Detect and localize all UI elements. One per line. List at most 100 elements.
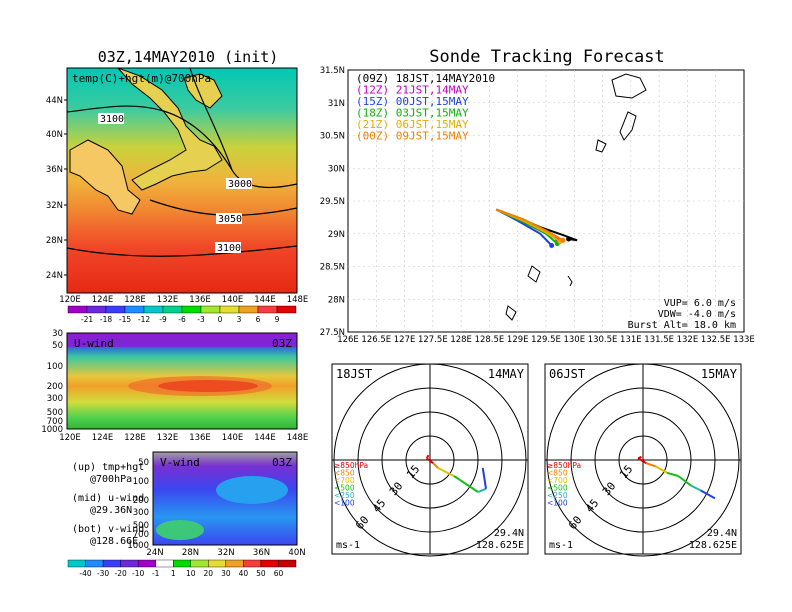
hodograph-lon: 128.625E [476,540,524,551]
pressure-legend-entry: <250 [334,491,355,500]
temp-colorbar-label: -3 [197,315,205,324]
uwind-p-tick: 300 [47,394,63,404]
uwind-lon-tick: 128E [124,433,146,443]
wind-colorbar-label: -20 [114,569,126,578]
temp-map: 3100 3000 3050 3100 temp(C)+hgt(m)@700hP… [46,67,308,305]
track-series-line [495,208,564,242]
track-legend: (09Z) 18JST,14MAY2010(12Z) 21JST,14MAY(1… [356,72,495,143]
hodograph-segment [426,457,434,465]
track-legend-entry: (18Z) 03JST,15MAY [356,107,469,120]
temp-colorbar-cell [200,305,221,314]
uwind-time: 03Z [272,337,292,350]
hodograph-segment [677,475,692,487]
map-lon-ticks: 120E 124E 128E 132E 136E 140E 144E 148E [59,295,308,305]
pressure-legend-entry: <700 [334,476,355,485]
track-legend-entry: (12Z) 21JST,14MAY [356,84,469,97]
map-lon-tick: 132E [157,295,179,305]
uwind-top-band [67,333,297,347]
track-lon-tick: 126.5E [361,335,391,345]
temp-colorbar-cell [276,305,297,314]
contour-label-bg [216,213,242,224]
temp-colorbar-cell [219,305,240,314]
map-field-label: temp(C)+hgt(m)@700hPa [72,72,211,85]
island-yakushima [619,111,637,141]
contour-3100-south [66,245,298,257]
wind-colorbar-label: -1 [152,569,160,578]
temp-colorbar-label: 9 [275,315,280,324]
vwind-lat-tick: 40N [288,548,305,558]
wind-colorbar-cell [102,559,121,568]
temp-colorbar-cell [238,305,259,314]
wind-colorbar-cell [225,559,244,568]
temp-colorbar-label: -21 [81,315,93,324]
track-map: (09Z) 18JST,14MAY2010(12Z) 21JST,14MAY(1… [320,66,755,345]
track-lat-tick: 31.5N [320,66,345,76]
island-south [505,305,517,321]
note-up-line2: @700hPa [90,474,132,485]
map-lon-tick: 124E [92,295,114,305]
wind-colorbar-cell [85,559,104,568]
wind-colorbar-cell [120,559,139,568]
hodograph-segment [637,457,647,465]
hodograph-segment [425,454,430,459]
param-vdw: VDW= -4.0 m/s [658,309,736,320]
pressure-legend-entry: ≥850hPa [547,461,581,470]
track-end-point [549,243,555,249]
temp-colorbar-label: -12 [138,315,150,324]
temp-colorbar-label: -6 [178,315,186,324]
track-lon-tick: 128E [450,335,472,345]
track-lon-tick: 132E [677,335,699,345]
pressure-legend-entry: <850 [334,469,355,478]
note-bot-line1: (bot) v-wind [72,524,144,535]
wind-colorbar: -40 -30 -20 -10 -1 1 10 20 30 40 50 60 [67,559,297,578]
map-lat-ticks: 44N 40N 36N 32N 28N 24N [46,96,67,281]
uwind-lon-ticks: 120E 124E 128E 132E 136E 140E 144E 148E [59,433,308,443]
track-lat-tick: 27.5N [320,328,345,338]
map-lon-tick: 140E [222,295,244,305]
track-lat-tick: 29.5N [320,197,345,207]
uwind-label: U-wind [74,337,114,350]
map-lon-tick: 144E [254,295,276,305]
wind-colorbar-label: 50 [256,569,266,578]
contour-label-3100a: 3100 [100,114,124,125]
track-lat-tick: 30.5N [320,132,345,142]
track-legend-entry: (21Z) 06JST,15MAY [356,118,469,131]
hodograph-segment [437,467,455,477]
temp-colorbar-label: 3 [237,315,242,324]
pressure-legend-entry: <500 [334,484,355,493]
wind-colorbar-label: -10 [132,569,144,578]
note-mid-line1: (mid) u-wind [72,493,144,504]
uwind-p-tick: 200 [47,382,63,392]
map-lat-tick: 28N [46,236,63,246]
uwind-p-tick: 100 [47,362,63,372]
vwind-p-tick: 300 [133,508,149,518]
track-lon-tick: 126E [337,335,359,345]
param-vup: VUP= 6.0 m/s [664,298,736,309]
vwind-lat-tick: 24N [146,548,163,558]
uwind-p-tick: 1000 [41,425,63,435]
contour-label-3100b: 3100 [217,243,241,254]
vwind-lat-tick: 28N [182,548,199,558]
wind-colorbar-cell [208,559,227,568]
temp-colorbar-cell [67,305,88,314]
track-lon-tick: 129.5E [531,335,561,345]
note-bot-line2: @128.66E [90,536,138,547]
hodograph-segment [458,478,479,493]
uwind-lon-tick: 136E [189,433,211,443]
map-frame [66,67,298,294]
hokkaido-outline [183,73,223,109]
vwind-mid-patch [216,476,288,504]
japan-outline [117,67,223,191]
uwind-p-tick: 30 [52,329,63,339]
track-lon-ticks: 126E 126.5E 127E 127.5E 128E 128.5E 129E 129.5E… [337,335,755,345]
pressure-legend-entry: <500 [547,484,568,493]
vwind-p-tick: 200 [133,496,149,506]
island-small [595,139,607,153]
map-lon-tick: 136E [189,295,211,305]
contour-label-bg [98,113,124,124]
uwind-p-tick: 700 [47,417,63,427]
hodograph-lat: 29.4N [707,528,737,539]
